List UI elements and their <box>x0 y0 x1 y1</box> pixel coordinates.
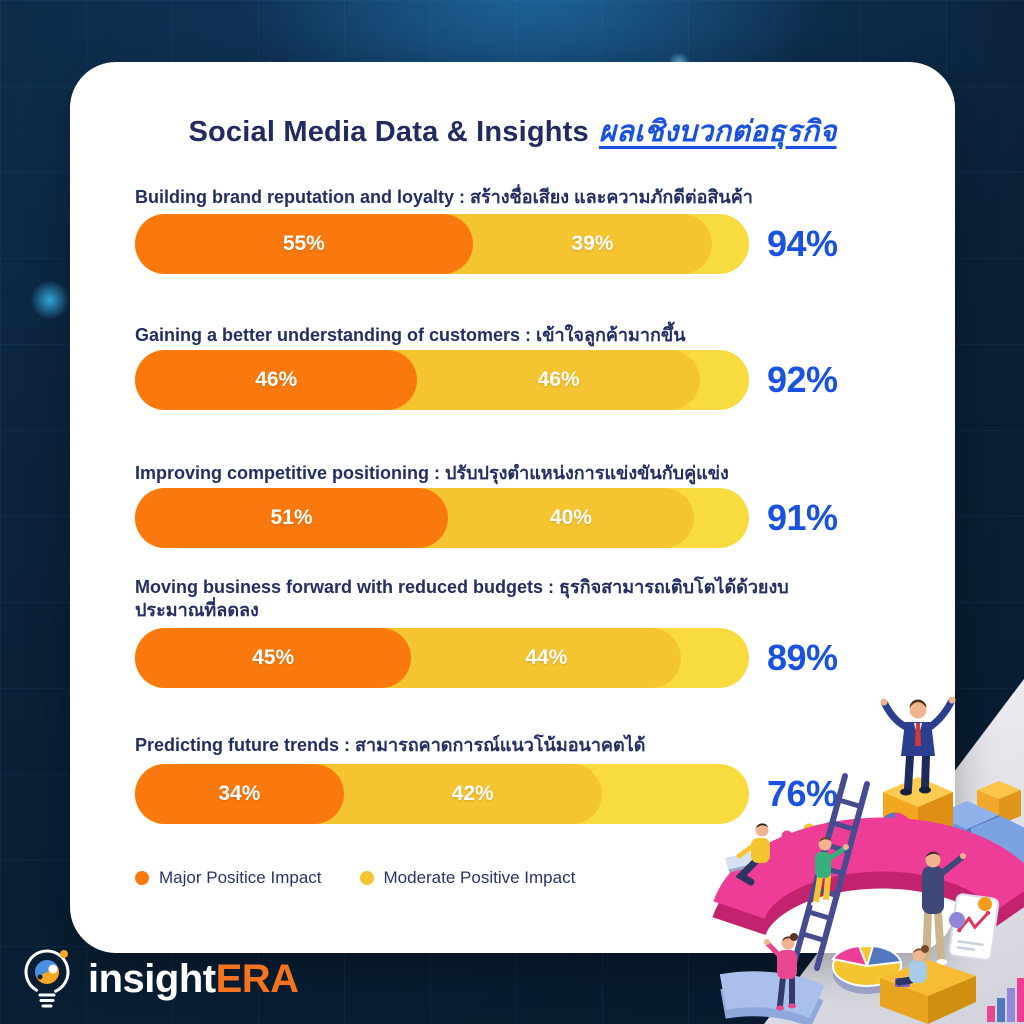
total-value: 91% <box>767 497 838 538</box>
chart-row: 55% 39% 94% <box>135 214 838 274</box>
legend-item-moderate: Moderate Positive Impact <box>359 868 576 888</box>
chart-row: 34% 42% 76% <box>135 764 838 824</box>
chart-row: 51% 40% 91% <box>135 488 838 548</box>
bar-label: Predicting future trends : สามารถคาดการณ… <box>135 735 646 755</box>
brand-logo: insightERA <box>14 942 299 1016</box>
businessman-figure <box>880 696 956 796</box>
segment-major <box>135 628 412 688</box>
bar-label: Building brand reputation and loyalty : … <box>135 187 753 207</box>
segment-major <box>135 488 449 548</box>
major-impact-dot-icon <box>135 871 149 885</box>
total-value: 76% <box>767 773 838 814</box>
bar-label: Moving business forward with reduced bud… <box>135 577 789 620</box>
legend-item-major: Major Positice Impact <box>135 868 322 888</box>
brand-name-era: ERA <box>215 956 299 1001</box>
total-value: 89% <box>767 637 838 678</box>
segment-major-value: 55% <box>282 232 325 255</box>
legend: Major Positice Impact Moderate Positive … <box>135 868 575 888</box>
illustration-people-charts <box>712 696 1024 1024</box>
glow-dot <box>30 280 70 320</box>
segment-major-value: 46% <box>255 368 298 391</box>
legend-label: Major Positice Impact <box>159 868 322 887</box>
total-value: 94% <box>767 223 838 264</box>
lightbulb-icon <box>24 949 70 1008</box>
segment-major-value: 45% <box>252 646 295 669</box>
brand-name-insight: insight <box>88 956 216 1001</box>
laptop-person-figure <box>725 823 770 886</box>
segment-moderate-value: 39% <box>571 232 614 255</box>
segment-moderate-value: 46% <box>537 368 580 391</box>
segment-moderate-value: 44% <box>525 646 568 669</box>
page-title: Social Media Data & Insights ผลเชิงบวกต่อ… <box>70 108 955 154</box>
segment-major-value: 34% <box>218 782 261 805</box>
segment-moderate-value: 40% <box>549 506 592 529</box>
sitting-woman-figure <box>895 945 929 987</box>
mini-bar-chart <box>987 978 1024 1022</box>
segment-major <box>135 764 344 824</box>
bar-label: Gaining a better understanding of custom… <box>135 325 686 345</box>
pink-woman-figure <box>764 933 798 1011</box>
infographic-card: Social Media Data & Insights ผลเชิงบวกต่อ… <box>70 62 955 953</box>
segment-major-value: 51% <box>270 506 313 529</box>
segment-moderate-value: 42% <box>451 782 494 805</box>
segment-major <box>135 350 418 410</box>
segment-major <box>135 214 473 274</box>
moderate-impact-dot-icon <box>359 871 374 885</box>
title-english: Social Media Data & Insights <box>188 116 589 148</box>
chart-row: 46% 46% 92% <box>135 350 838 410</box>
brand-name: insightERA <box>88 957 299 1002</box>
legend-label: Moderate Positive Impact <box>383 868 576 887</box>
total-value: 92% <box>767 359 838 400</box>
climbing-person-figure <box>811 837 849 907</box>
chart-row: 45% 44% 89% <box>135 628 838 688</box>
title-thai: ผลเชิงบวกต่อธุรกิจ <box>598 116 837 148</box>
bar-label: Improving competitive positioning : ปรับ… <box>135 463 729 483</box>
